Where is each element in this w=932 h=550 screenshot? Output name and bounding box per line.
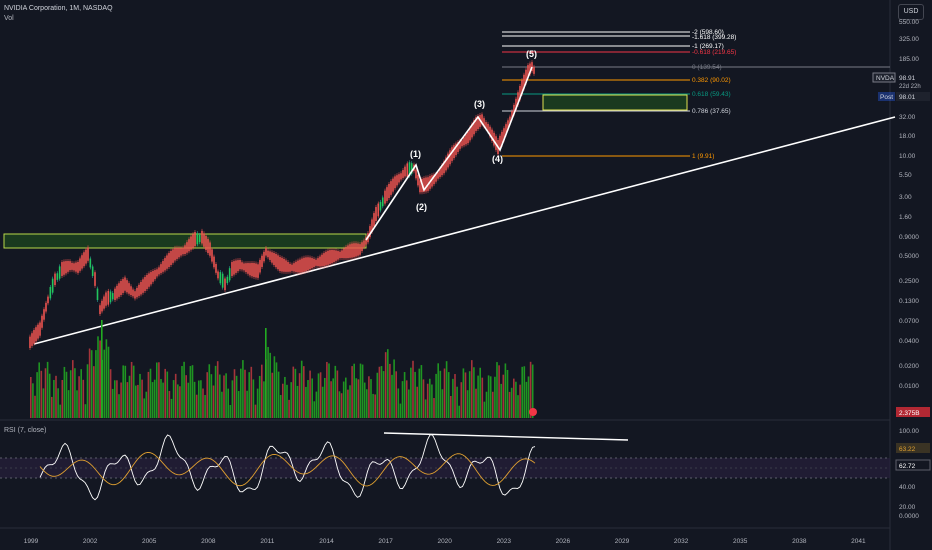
event-flag-icon[interactable] — [529, 408, 537, 416]
wave-label-4: (4) — [492, 154, 503, 164]
post-price-badge — [896, 92, 930, 101]
price-tick: 1.60 — [899, 214, 912, 221]
price-tick: 0.2500 — [899, 278, 919, 285]
elliott-wave-path[interactable] — [365, 66, 533, 241]
fib-label: 0.382 (90.02) — [692, 77, 731, 84]
volume-label[interactable]: Vol — [4, 15, 14, 22]
wave-label-1: (1) — [410, 149, 421, 159]
rsi-label[interactable]: RSI (7, close) — [4, 427, 47, 434]
wave-label-5: (5) — [526, 49, 537, 59]
wave-labels: (1) (2) (3) (4) (5) — [410, 49, 537, 212]
time-tick: 2032 — [674, 538, 689, 545]
price-tick: 0.0700 — [899, 318, 919, 325]
price-tick: 3.00 — [899, 194, 912, 201]
trendline[interactable] — [33, 116, 896, 345]
post-label: Post — [880, 94, 893, 101]
target-zone[interactable] — [542, 94, 688, 111]
fib-label: -2 (598.60) — [692, 29, 724, 36]
time-tick: 2014 — [319, 538, 334, 545]
price-tick: 5.50 — [899, 172, 912, 179]
time-tick: 2002 — [83, 538, 98, 545]
symbol-title[interactable]: NVIDIA Corporation, 1M, NASDAQ — [4, 5, 113, 12]
fib-label: 0.618 (59.43) — [692, 91, 731, 98]
rsi-divergence-line[interactable] — [383, 432, 629, 441]
fib-label: 0 (139.54) — [692, 64, 722, 71]
time-tick: 2005 — [142, 538, 157, 545]
fib-label: -1.618 (399.28) — [692, 34, 736, 41]
time-tick: 2035 — [733, 538, 748, 545]
volume-bars — [30, 320, 534, 418]
time-tick: 2038 — [792, 538, 807, 545]
post-price: 98.01 — [899, 94, 916, 101]
price-tick: 32.00 — [899, 114, 916, 121]
price-tick: 0.9000 — [899, 234, 919, 241]
rsi-ma-value: 63.22 — [899, 446, 916, 453]
price-badge — [896, 73, 930, 90]
price-tick: 0.0100 — [899, 383, 919, 390]
rsi-tick: 0.0000 — [899, 513, 919, 520]
price-value: 98.91 — [899, 75, 916, 82]
time-tick: 2008 — [201, 538, 216, 545]
price-tick: 0.0400 — [899, 338, 919, 345]
time-tick: 2023 — [497, 538, 512, 545]
time-tick: 2026 — [556, 538, 571, 545]
fib-label: 1 (9.91) — [692, 153, 714, 160]
volume-value: 2.375B — [899, 410, 920, 417]
rsi-tick: 20.00 — [899, 504, 916, 511]
rsi-ma-badge — [896, 443, 930, 453]
rsi-tick: 40.00 — [899, 484, 916, 491]
price-tick: 0.0200 — [899, 363, 919, 370]
time-tick: 2020 — [437, 538, 452, 545]
time-tick: 2011 — [260, 538, 274, 545]
chart-title: NVIDIA Corporation, 1M, NASDAQ — [4, 4, 113, 14]
price-tick: 18.00 — [899, 133, 916, 140]
price-tick: 185.00 — [899, 56, 919, 63]
volume-badge — [896, 407, 930, 417]
symbol-badge-text: NVDA — [876, 75, 895, 82]
candles — [29, 60, 535, 351]
wave-label-3: (3) — [474, 99, 485, 109]
price-tick: 325.00 — [899, 36, 919, 43]
wave-label-2: (2) — [416, 202, 427, 212]
time-tick: 2041 — [851, 538, 866, 545]
rsi-lines — [39, 434, 536, 501]
rsi-tick: 100.00 — [899, 428, 919, 435]
time-axis[interactable]: 1999 2002 2005 2008 2011 2014 2017 2020 2023 2026… — [24, 538, 866, 545]
rsi-badge — [895, 459, 931, 471]
rsi-value: 62.72 — [899, 463, 916, 470]
fib-label: -0.618 (219.65) — [692, 49, 736, 56]
time-tick: 1999 — [24, 538, 39, 545]
symbol-badge — [872, 72, 896, 83]
fib-label: 0.786 (37.65) — [692, 108, 731, 115]
currency-button[interactable]: USD — [898, 4, 924, 20]
fib-label: -1 (269.17) — [692, 43, 724, 50]
price-tick: 0.5000 — [899, 253, 919, 260]
post-badge — [878, 92, 895, 101]
price-tick: 550.00 — [899, 19, 919, 26]
time-tick: 2017 — [378, 538, 393, 545]
price-tick: 10.00 — [899, 153, 916, 160]
countdown: 22d 22h — [899, 84, 921, 90]
fib-labels: -2 (598.60) -1.618 (399.28) -1 (269.17) … — [692, 29, 736, 160]
time-tick: 2029 — [615, 538, 630, 545]
price-tick: 0.1300 — [899, 298, 919, 305]
fib-lines[interactable] — [502, 31, 890, 157]
